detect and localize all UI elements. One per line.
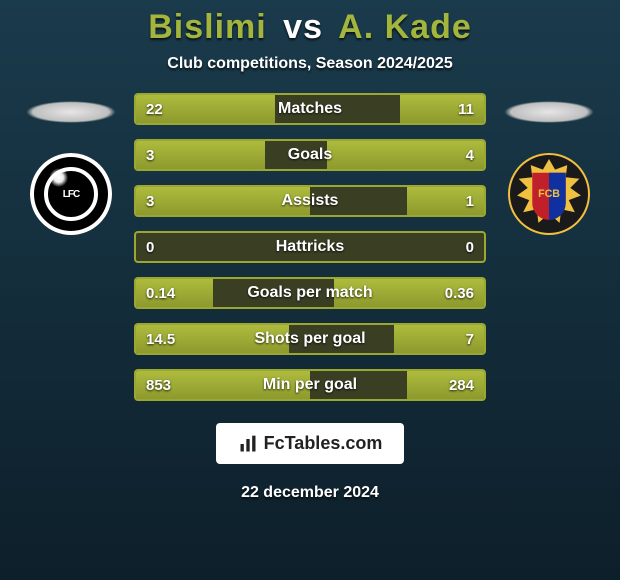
brand-badge: FcTables.com — [216, 423, 405, 464]
comparison-body: LFC 22Matches11 3Goals4 3Assists1 0Hattrick… — [0, 87, 620, 401]
title-vs: vs — [283, 8, 323, 46]
stat-value-right: 4 — [434, 147, 484, 164]
stat-label: Hattricks — [136, 238, 484, 256]
stat-row: 3Assists1 — [134, 185, 486, 217]
stat-value-right: 7 — [434, 331, 484, 348]
subtitle: Club competitions, Season 2024/2025 — [167, 55, 452, 73]
stat-value-left: 3 — [136, 193, 186, 210]
brand-text: FcTables.com — [264, 433, 383, 454]
stat-value-right: 0.36 — [434, 285, 484, 302]
stat-row: 3Goals4 — [134, 139, 486, 171]
stat-value-left: 0 — [136, 239, 186, 256]
comparison-infographic: Bislimi vs A. Kade Club competitions, Se… — [0, 0, 620, 580]
stat-value-left: 22 — [136, 101, 186, 118]
title-player1: Bislimi — [148, 8, 266, 46]
stat-row: 0.14Goals per match0.36 — [134, 277, 486, 309]
stat-value-left: 853 — [136, 377, 186, 394]
stat-value-left: 0.14 — [136, 285, 186, 302]
stat-value-left: 3 — [136, 147, 186, 164]
basel-badge-icon: FCB — [511, 156, 587, 232]
stat-value-right: 0 — [434, 239, 484, 256]
stat-bars: 22Matches11 3Goals4 3Assists1 0Hattricks0 0.… — [134, 93, 486, 401]
player-right-col: FCB — [494, 87, 604, 235]
footer-date: 22 december 2024 — [241, 484, 379, 502]
stat-value-right: 1 — [434, 193, 484, 210]
lugano-badge-icon: LFC — [44, 167, 98, 221]
team-left-badge: LFC — [30, 153, 112, 235]
title: Bislimi vs A. Kade — [148, 8, 472, 47]
stat-row: 0Hattricks0 — [134, 231, 486, 263]
bar-chart-icon — [238, 434, 258, 454]
stat-row: 14.5Shots per goal7 — [134, 323, 486, 355]
stat-row: 22Matches11 — [134, 93, 486, 125]
stat-value-right: 11 — [434, 101, 484, 118]
stat-value-right: 284 — [434, 377, 484, 394]
player-left-col: LFC — [16, 87, 126, 235]
player-left-silhouette — [26, 101, 116, 123]
player-right-silhouette — [504, 101, 594, 123]
stat-row: 853Min per goal284 — [134, 369, 486, 401]
svg-text:FCB: FCB — [538, 188, 560, 200]
stat-value-left: 14.5 — [136, 331, 186, 348]
title-player2: A. Kade — [338, 8, 472, 46]
team-right-badge: FCB — [508, 153, 590, 235]
